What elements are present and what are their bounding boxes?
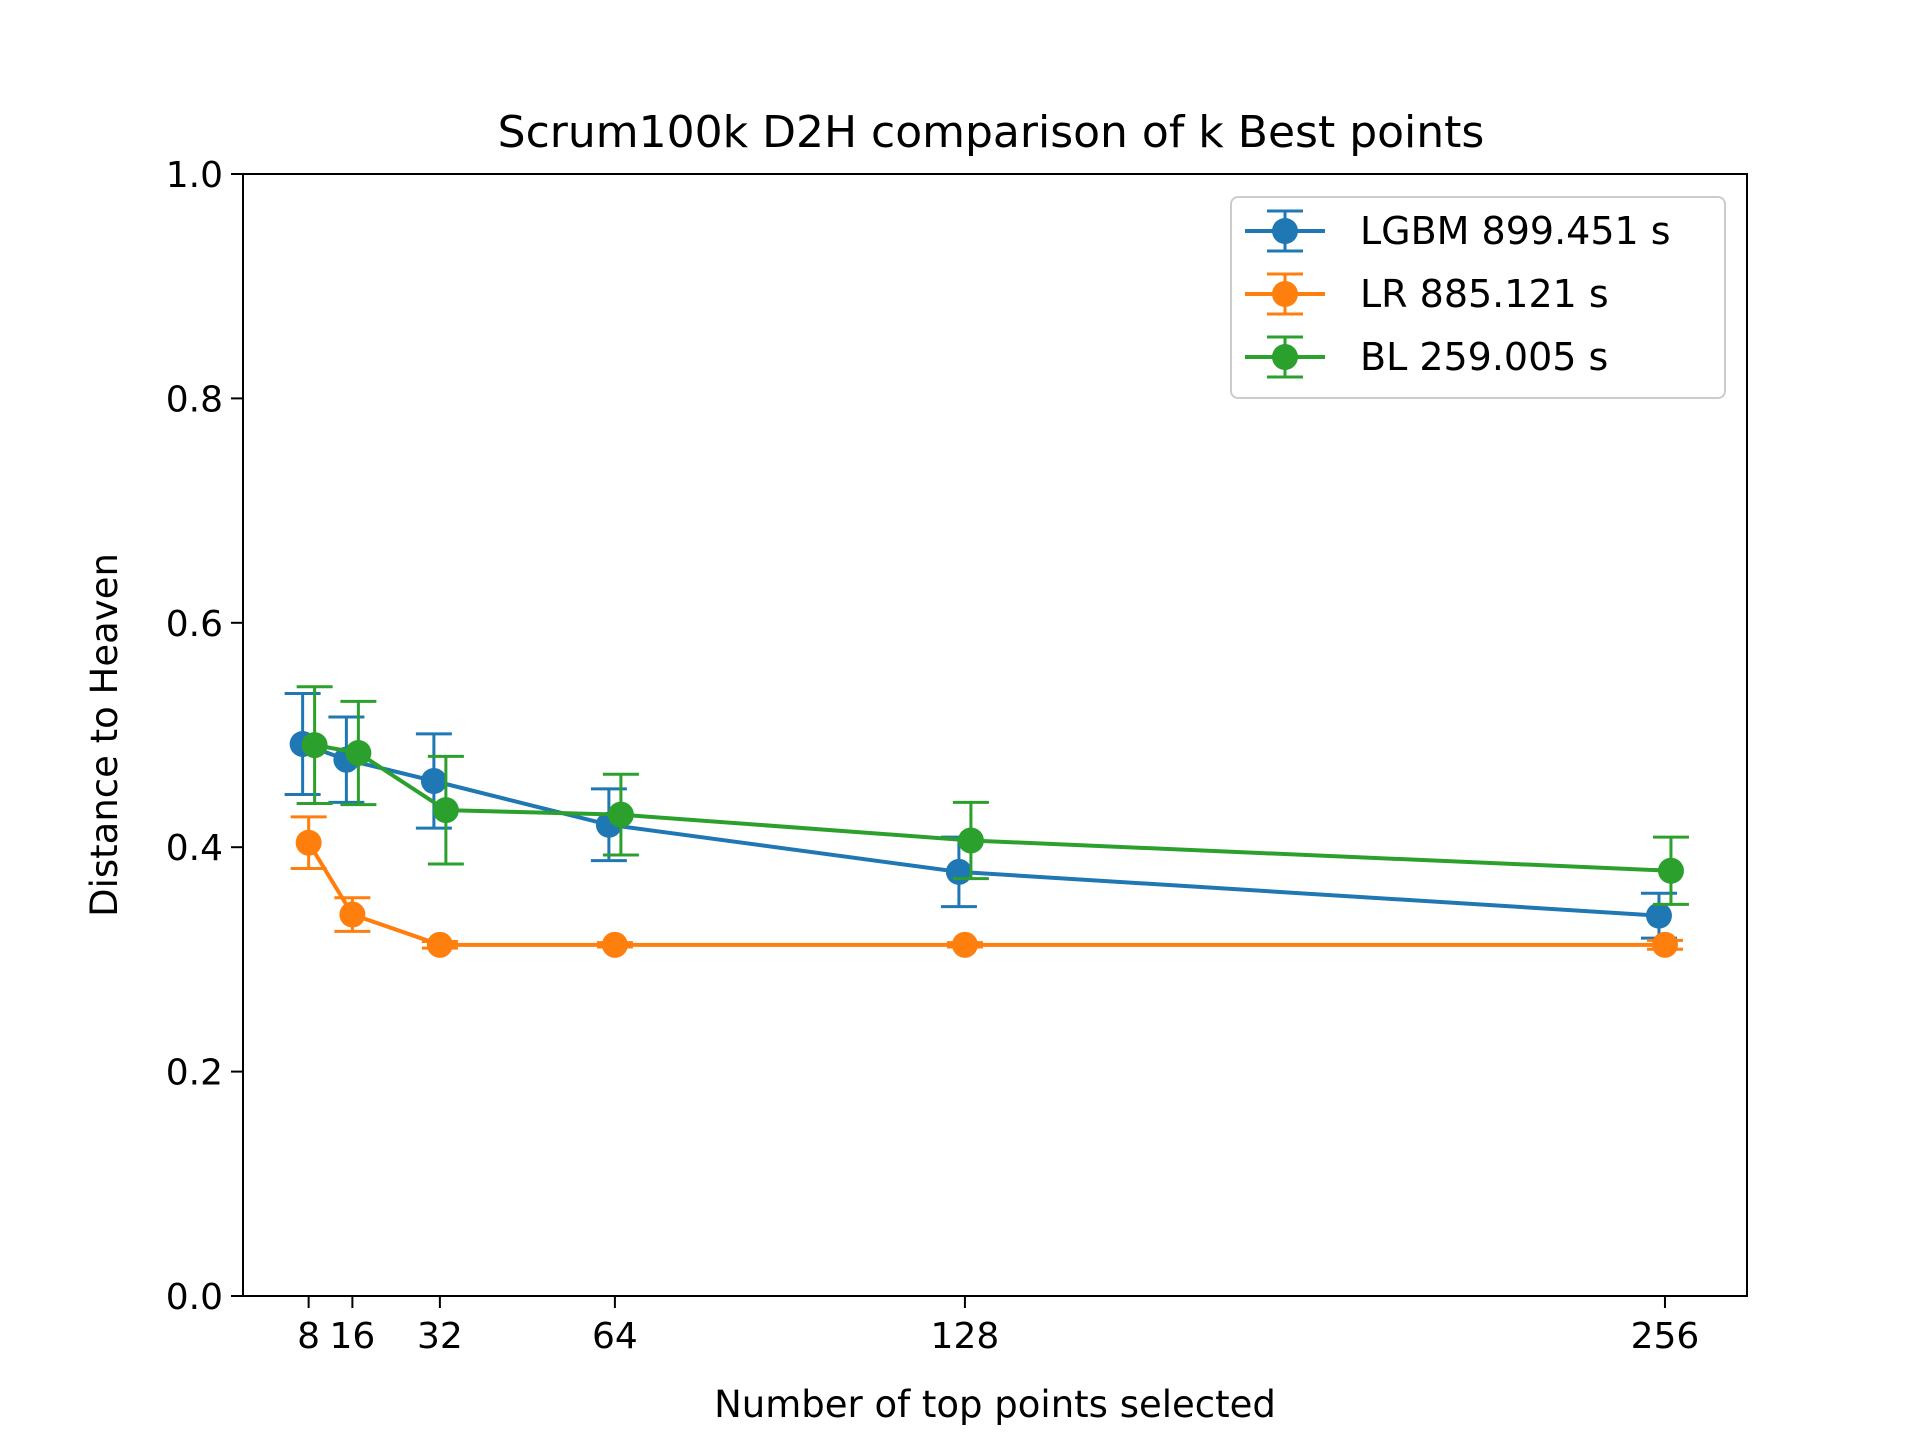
- data-point: [1657, 857, 1684, 884]
- y-tick-label: 1.0: [166, 155, 223, 196]
- legend-marker: [1272, 281, 1298, 307]
- x-tick-label: 8: [297, 1316, 320, 1357]
- data-point: [295, 829, 322, 856]
- y-tick-label: 0.8: [166, 379, 223, 420]
- series-0: [284, 691, 1677, 940]
- series-1: [290, 815, 1683, 958]
- x-tick-label: 128: [931, 1316, 1000, 1357]
- series-line: [314, 743, 1672, 873]
- data-point: [951, 931, 978, 958]
- legend-label: LR 885.121 s: [1360, 272, 1609, 316]
- y-axis-label: Distance to Heaven: [83, 553, 126, 917]
- data-point: [432, 797, 459, 824]
- legend-entry: BL 259.005 s: [1245, 335, 1608, 379]
- legend-label: BL 259.005 s: [1360, 335, 1608, 379]
- data-point: [601, 931, 628, 958]
- series-line: [306, 841, 1665, 947]
- x-axis: 8 16 32 64 128 256: [297, 1296, 1699, 1357]
- data-point: [339, 901, 366, 928]
- legend-entry: LGBM 899.451 s: [1245, 209, 1671, 253]
- x-tick-label: 16: [329, 1316, 375, 1357]
- y-tick-label: 0.4: [166, 828, 223, 869]
- legend-label: LGBM 899.451 s: [1360, 209, 1671, 253]
- series-layer: [284, 685, 1689, 958]
- data-point: [301, 732, 328, 759]
- x-tick-label: 32: [417, 1316, 463, 1357]
- legend-marker: [1272, 218, 1298, 244]
- series-2: [296, 685, 1689, 906]
- x-tick-label: 64: [592, 1316, 638, 1357]
- data-point: [957, 827, 984, 854]
- legend-box: [1230, 196, 1726, 399]
- legend-entry: LR 885.121 s: [1245, 272, 1609, 316]
- y-axis: 0.0 0.2 0.4 0.6 0.8 1.0: [166, 155, 243, 1318]
- data-point: [1651, 931, 1678, 958]
- data-point: [345, 739, 372, 766]
- y-tick-label: 0.0: [166, 1277, 223, 1318]
- legend: LGBM 899.451 s LR 885.121 s BL 259.005 s: [1230, 196, 1726, 399]
- data-point: [420, 768, 447, 795]
- series-line: [301, 742, 1660, 918]
- data-point: [607, 801, 634, 828]
- legend-marker: [1272, 344, 1298, 370]
- chart-title: Scrum100k D2H comparison of k Best point…: [498, 107, 1485, 158]
- x-tick-label: 256: [1631, 1316, 1700, 1357]
- x-axis-label: Number of top points selected: [714, 1383, 1276, 1426]
- data-point: [426, 931, 453, 958]
- data-point: [1645, 902, 1672, 929]
- y-tick-label: 0.6: [166, 604, 223, 645]
- y-tick-label: 0.2: [166, 1053, 223, 1094]
- plot-frame: [242, 173, 1748, 1297]
- data-point: [945, 858, 972, 885]
